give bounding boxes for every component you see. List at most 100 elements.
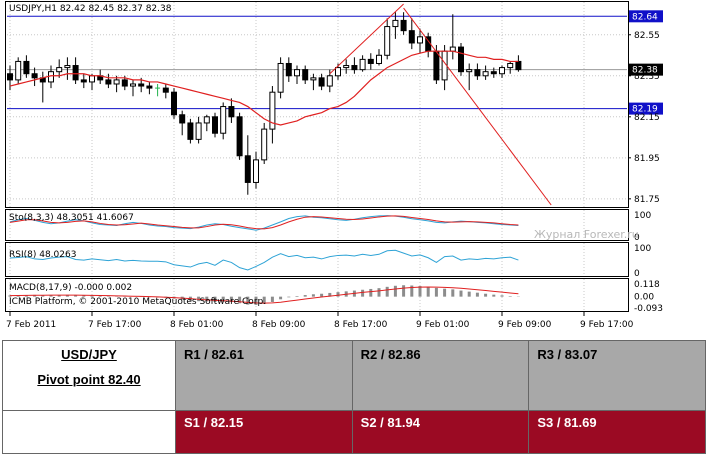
price-tick-label: 82.15: [634, 113, 660, 123]
time-tick-label: 9 Feb 09:00: [498, 320, 552, 330]
indicator-line: [9, 249, 519, 271]
candle-body: [253, 159, 259, 183]
candle-body: [482, 71, 489, 77]
candle-body: [449, 46, 456, 52]
candle-body: [187, 122, 194, 140]
candle-body: [458, 46, 464, 73]
candle: [285, 57, 292, 82]
candle-body: [507, 62, 514, 69]
time-tick-label: 7 Feb 2011: [6, 320, 56, 330]
r3-value: R3 / 83.07: [537, 347, 598, 362]
s1-value: S1 / 82.15: [184, 415, 244, 430]
r1-value: R1 / 82.61: [184, 347, 244, 362]
candle: [367, 53, 374, 70]
rsi-panel-frame: [5, 242, 629, 277]
candle: [146, 81, 153, 95]
candle: [31, 67, 38, 87]
s2-value: S2 / 81.94: [360, 415, 420, 430]
candle-body: [318, 77, 325, 87]
r2-value: R2 / 82.86: [360, 347, 421, 362]
candle: [499, 65, 505, 78]
pair-cell: USD/JPY Pivot point 82.40: [2, 340, 176, 411]
time-axis: 7 Feb 2011 7 Feb 17:00 8 Feb 01:00 8 Feb 09…: [6, 312, 634, 330]
candle-body: [138, 83, 145, 87]
candle: [244, 135, 251, 195]
candle: [228, 98, 235, 123]
moving-average-line: [9, 50, 519, 126]
candle: [113, 75, 120, 93]
candle-body: [23, 60, 30, 75]
r3-cell: R3 / 83.07: [528, 340, 706, 411]
candle-body: [294, 69, 300, 77]
price-tick-label: 81.95: [634, 154, 660, 164]
candle: [458, 42, 464, 76]
candle: [351, 57, 358, 74]
candle: [474, 63, 481, 80]
candle: [195, 116, 202, 144]
candle: [384, 18, 391, 60]
candle: [269, 86, 276, 144]
candle: [162, 83, 169, 99]
candle-body: [359, 58, 366, 71]
current-price-label: 82.38: [632, 66, 658, 76]
candle-body: [343, 65, 350, 69]
candle: [253, 151, 259, 189]
candle-body: [310, 77, 317, 81]
level-label-box: [629, 102, 663, 115]
candle-body: [376, 54, 382, 64]
level-label: 82.64: [632, 12, 658, 22]
candle-body: [195, 122, 202, 140]
candle-body: [261, 128, 268, 161]
candle-body: [203, 116, 210, 124]
indicator-tick-label: 100: [634, 244, 651, 254]
candle-body: [417, 36, 423, 44]
trend-line: [329, 3, 404, 75]
indicator-tick-label: -0.093: [634, 304, 663, 314]
current-price-box: [629, 63, 663, 76]
price-axis: 82.55 82.35 82.15 81.95 81.75: [628, 31, 660, 205]
candle: [392, 12, 399, 39]
level-label-box: [629, 10, 663, 23]
candle-body: [179, 114, 186, 124]
candle-body: [113, 79, 120, 85]
candle: [507, 61, 514, 74]
time-tick-label: 8 Feb 01:00: [170, 320, 224, 330]
candle-body: [244, 155, 251, 183]
candle-body: [335, 67, 341, 77]
candle-body: [228, 106, 235, 118]
stochastic-label: Sto(8,3,3) 48.3051 41.6067: [9, 213, 134, 223]
time-tick-label: 9 Feb 17:00: [580, 320, 634, 330]
candle-body: [162, 87, 169, 93]
candle: [236, 112, 243, 160]
price-tick-label: 81.75: [634, 195, 660, 205]
time-tick-label: 8 Feb 09:00: [252, 320, 306, 330]
s3-value: S3 / 81.69: [537, 415, 597, 430]
candle: [482, 65, 489, 80]
indicator-tick-label: 100: [634, 211, 651, 221]
candle-body: [15, 60, 22, 81]
candle: [310, 73, 317, 91]
candle: [417, 28, 423, 54]
indicator-line: [9, 215, 519, 231]
candle-body: [367, 58, 374, 64]
candle: [376, 49, 382, 66]
price-panel-frame: [5, 1, 629, 208]
trend-line: [403, 7, 552, 206]
price-tick-label: 82.35: [634, 72, 660, 82]
candle: [187, 118, 194, 144]
s1-cell: S1 / 82.15: [175, 410, 353, 454]
candle: [294, 65, 300, 84]
candle: [277, 57, 284, 99]
candle: [261, 122, 268, 164]
candle-body: [490, 71, 497, 75]
blank-cell: [2, 410, 176, 454]
candle: [220, 102, 227, 140]
candle: [466, 63, 473, 91]
candle-body: [285, 62, 292, 77]
candle-body: [515, 60, 522, 71]
rsi-label: RSI(8) 48.0263: [9, 250, 76, 260]
platform-label: ICMB Platform, © 2001-2010 MetaQuotes So…: [9, 297, 266, 307]
candle-body: [7, 73, 13, 81]
candle-body: [474, 69, 481, 77]
candle-body: [408, 30, 415, 44]
